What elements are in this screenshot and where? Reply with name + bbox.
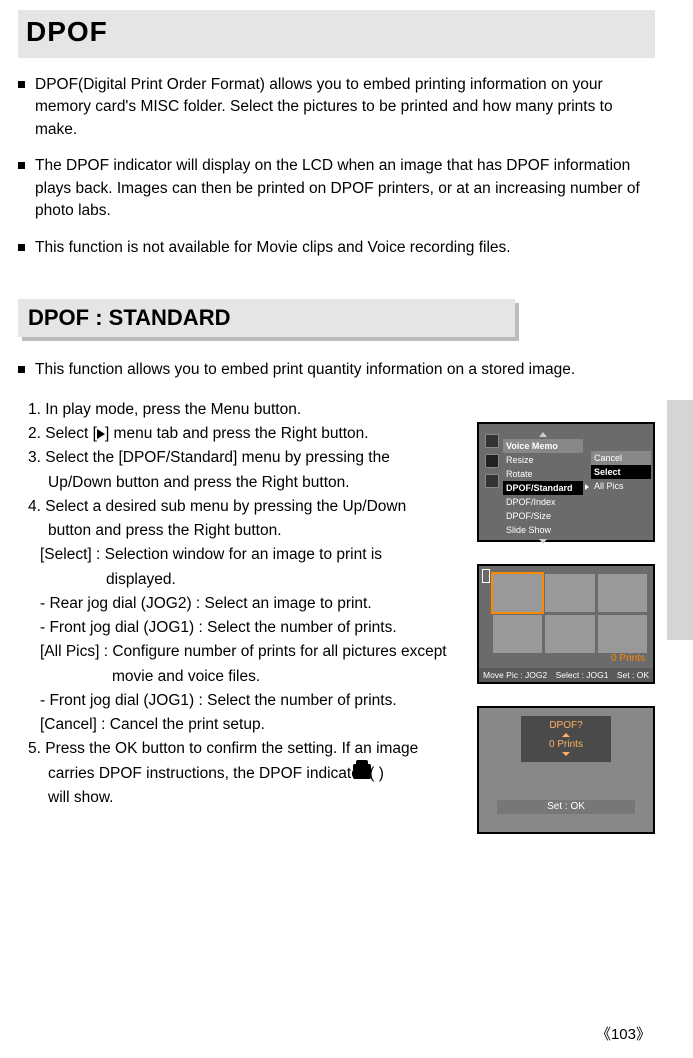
menu-column-right: Cancel Select All Pics — [591, 451, 651, 493]
thumbnail-grid — [493, 574, 647, 653]
page-title-bar: DPOF — [18, 10, 655, 58]
dpof-printer-icon — [353, 764, 371, 779]
tab-icon — [485, 454, 499, 468]
prints-count: 0 Prints — [611, 653, 645, 664]
sub-heading: DPOF : STANDARD — [18, 299, 515, 337]
menu-item: All Pics — [591, 479, 651, 493]
step-text: ] menu tab and press the Right button. — [105, 425, 369, 442]
bullet-row: This function is not available for Movie… — [18, 237, 655, 259]
thumbnail — [545, 574, 594, 612]
menu-item: DPOF/Size — [503, 509, 583, 523]
tab-icon — [485, 434, 499, 448]
step: - Front jog dial (JOG1) : Select the num… — [40, 689, 508, 712]
down-arrow-icon — [539, 539, 547, 544]
right-triangle-icon — [97, 429, 105, 439]
menu-item-selected: Select — [591, 465, 651, 479]
step: 3. Select the [DPOF/Standard] menu by pr… — [28, 446, 508, 469]
step: movie and voice files. — [112, 665, 508, 688]
step: will show. — [48, 786, 508, 809]
battery-icon — [482, 569, 490, 583]
dpof-line1: DPOF? — [521, 719, 611, 732]
step: displayed. — [106, 568, 508, 591]
angle-bracket-left: 《 — [596, 1027, 611, 1043]
menu-item: Slide Show — [503, 523, 583, 537]
menu-tab-icons — [485, 434, 499, 494]
bullet-row: This function allows you to embed print … — [18, 359, 655, 381]
step: 2. Select [ ] menu tab and press the Righ… — [28, 422, 508, 445]
bullet-row: DPOF(Digital Print Order Format) allows … — [18, 74, 655, 141]
up-arrow-icon — [562, 733, 570, 737]
set-bar: Set : OK — [497, 800, 635, 814]
page-title: DPOF — [26, 16, 647, 48]
step: 5. Press the OK button to confirm the se… — [28, 737, 508, 760]
thumbnail — [598, 615, 647, 653]
bullet-text: The DPOF indicator will display on the L… — [35, 155, 655, 222]
step: [Cancel] : Cancel the print setup. — [40, 713, 508, 736]
step-text: 2. Select [ — [28, 425, 97, 442]
menu-item: Resize — [503, 453, 583, 467]
instructions: 1. In play mode, press the Menu button. … — [28, 398, 508, 809]
bar-set: Set : OK — [617, 670, 649, 680]
bullet-text: DPOF(Digital Print Order Format) allows … — [35, 74, 655, 141]
menu-item: Cancel — [591, 451, 651, 465]
step: - Front jog dial (JOG1) : Select the num… — [40, 616, 508, 639]
bullet-icon — [18, 81, 25, 88]
step: [Select] : Selection window for an image… — [40, 543, 508, 566]
side-tab — [667, 400, 693, 640]
dpof-popup: DPOF? 0 Prints — [521, 716, 611, 762]
step-text: carries DPOF instructions, the DPOF indi… — [48, 765, 384, 782]
down-arrow-icon — [562, 752, 570, 756]
bottom-bar: Move Pic : JOG2 Select : JOG1 Set : OK — [479, 668, 653, 682]
sub-heading-text: DPOF : STANDARD — [18, 299, 515, 337]
thumbnail — [598, 574, 647, 612]
bullet-text: This function is not available for Movie… — [35, 237, 511, 259]
menu-item: Rotate — [503, 467, 583, 481]
step: [All Pics] : Configure number of prints … — [40, 640, 508, 663]
thumbnail — [545, 615, 594, 653]
intro-bullets: DPOF(Digital Print Order Format) allows … — [18, 74, 655, 259]
page-number: 《103》 — [596, 1023, 651, 1044]
sub-heading-wrap: DPOF : STANDARD — [18, 299, 655, 337]
up-arrow-icon — [539, 432, 547, 437]
step: button and press the Right button. — [48, 519, 508, 542]
tab-icon — [485, 474, 499, 488]
bar-select: Select : JOG1 — [556, 670, 609, 680]
bullet-icon — [18, 162, 25, 169]
menu-item-selected: DPOF/Standard — [503, 481, 583, 495]
step: 1. In play mode, press the Menu button. — [28, 398, 508, 421]
thumbnail — [493, 615, 542, 653]
thumbnail — [493, 574, 542, 612]
menu-header: Voice Memo — [503, 439, 583, 453]
step: 4. Select a desired sub menu by pressing… — [28, 495, 508, 518]
dpof-confirm-screenshot: DPOF? 0 Prints Set : OK — [477, 706, 655, 834]
thumbnails-screenshot: 0 Prints Move Pic : JOG2 Select : JOG1 S… — [477, 564, 655, 684]
page-number-value: 103 — [611, 1026, 636, 1043]
step: carries DPOF instructions, the DPOF indi… — [48, 762, 508, 785]
submenu-arrow-icon — [585, 484, 589, 490]
dpof-line2: 0 Prints — [521, 738, 611, 751]
menu-item: DPOF/Index — [503, 495, 583, 509]
bullet-icon — [18, 244, 25, 251]
menu-column-left: Voice Memo Resize Rotate DPOF/Standard D… — [503, 430, 583, 546]
bar-move: Move Pic : JOG2 — [483, 670, 547, 680]
menu-item-label: DPOF/Standard — [506, 483, 573, 493]
menu-screenshot: Voice Memo Resize Rotate DPOF/Standard D… — [477, 422, 655, 542]
angle-bracket-right: 》 — [636, 1027, 651, 1043]
screenshots-column: Voice Memo Resize Rotate DPOF/Standard D… — [477, 422, 655, 856]
bullet-icon — [18, 366, 25, 373]
bullet-row: The DPOF indicator will display on the L… — [18, 155, 655, 222]
step: Up/Down button and press the Right butto… — [48, 471, 508, 494]
bullet-text: This function allows you to embed print … — [35, 359, 575, 381]
step: - Rear jog dial (JOG2) : Select an image… — [40, 592, 508, 615]
